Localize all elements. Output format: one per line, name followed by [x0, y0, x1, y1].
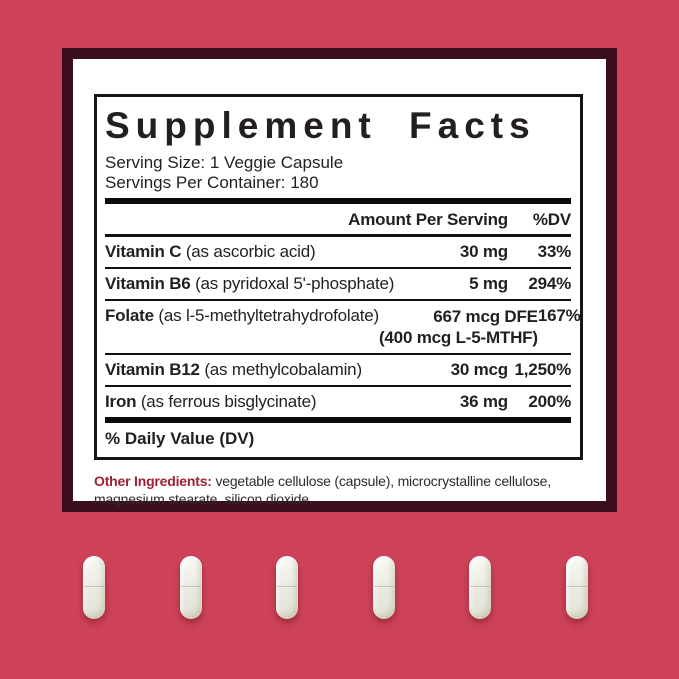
capsule-seam [470, 585, 490, 587]
nutrient-amount: 30 mcg [450, 360, 509, 379]
divider-thick-top [105, 198, 571, 204]
table-row-vitamin-b12: Vitamin B12 (as methylcobalamin) 30 mcg … [105, 355, 571, 387]
amount-column-header: Amount Per Serving [348, 210, 508, 229]
nutrient-dv: 167% [537, 306, 581, 325]
table-row-iron: Iron (as ferrous bisglycinate) 36 mg 200… [105, 387, 571, 417]
supplement-facts-panel: Supplement Facts Serving Size: 1 Veggie … [62, 48, 617, 512]
divider-thick-bottom [105, 417, 571, 423]
capsule-seam [277, 585, 297, 587]
nutrient-name-cell: Vitamin C (as ascorbic acid) [105, 242, 460, 262]
other-ingredients: Other Ingredients: vegetable cellulose (… [94, 472, 583, 508]
capsule [276, 556, 298, 619]
nutrient-name-cell: Iron (as ferrous bisglycinate) [105, 392, 460, 412]
dv-column-header: %DV [532, 210, 571, 229]
nutrient-amount: 5 mg [469, 274, 508, 293]
supplement-facts-title: Supplement Facts [105, 105, 536, 146]
nutrient-name: Vitamin B6 [105, 274, 191, 293]
nutrient-amount: 30 mg [459, 242, 508, 261]
nutrient-name: Vitamin C [105, 242, 182, 261]
table-row-vitamin-c: Vitamin C (as ascorbic acid) 30 mg 33% [105, 237, 571, 269]
nutrient-name: Iron [105, 392, 137, 411]
capsule-seam [567, 585, 587, 587]
other-ingredients-text: vegetable cellulose (capsule), microcrys… [94, 473, 551, 507]
daily-value-footnote: % Daily Value (DV) [105, 429, 255, 448]
nutrient-detail: (as l-5-methyltetrahydrofolate) [158, 306, 379, 325]
servings-per-container-line: Servings Per Container: 180 [105, 173, 319, 192]
panel-inner: Supplement Facts Serving Size: 1 Veggie … [73, 59, 606, 508]
nutrient-detail: (as ferrous bisglycinate) [140, 392, 317, 411]
table-header-row: Amount Per Serving %DV [105, 204, 571, 237]
table-row-folate: Folate (as l-5-methyltetrahydrofolate) 6… [105, 301, 581, 355]
nutrient-dv: 33% [537, 242, 572, 261]
nutrient-dv: 200% [528, 392, 571, 411]
nutrient-detail: (as methylcobalamin) [204, 360, 362, 379]
nutrient-name-cell: Vitamin B12 (as methylcobalamin) [105, 360, 451, 380]
nutrient-dv: 294% [528, 274, 571, 293]
capsule-seam [374, 585, 394, 587]
other-ingredients-label: Other Ingredients: [94, 473, 212, 489]
nutrient-amount: 36 mg [459, 392, 508, 411]
capsule [180, 556, 202, 619]
capsule-seam [84, 585, 104, 587]
nutrient-amount-cell: 667 mcg DFE (400 mcg L-5-MTHF) [379, 306, 538, 348]
nutrient-amount-secondary: (400 mcg L-5-MTHF) [378, 328, 538, 347]
capsule [83, 556, 105, 619]
nutrient-dv: 1,250% [514, 360, 572, 379]
serving-size-line: Serving Size: 1 Veggie Capsule [105, 153, 344, 172]
capsule [469, 556, 491, 619]
capsule-seam [181, 585, 201, 587]
nutrient-name: Folate [105, 306, 154, 325]
nutrient-name: Vitamin B12 [105, 360, 200, 379]
capsule [373, 556, 395, 619]
nutrient-name-cell: Folate (as l-5-methyltetrahydrofolate) [105, 306, 379, 326]
capsule [566, 556, 588, 619]
nutrient-detail: (as ascorbic acid) [185, 242, 316, 261]
table-row-vitamin-b6: Vitamin B6 (as pyridoxal 5'-phosphate) 5… [105, 269, 571, 301]
supplement-facts-box: Supplement Facts Serving Size: 1 Veggie … [94, 94, 583, 460]
nutrient-name-cell: Vitamin B6 (as pyridoxal 5'-phosphate) [105, 274, 469, 294]
nutrient-amount: 667 mcg DFE [433, 307, 538, 326]
nutrient-detail: (as pyridoxal 5'-phosphate) [195, 274, 395, 293]
